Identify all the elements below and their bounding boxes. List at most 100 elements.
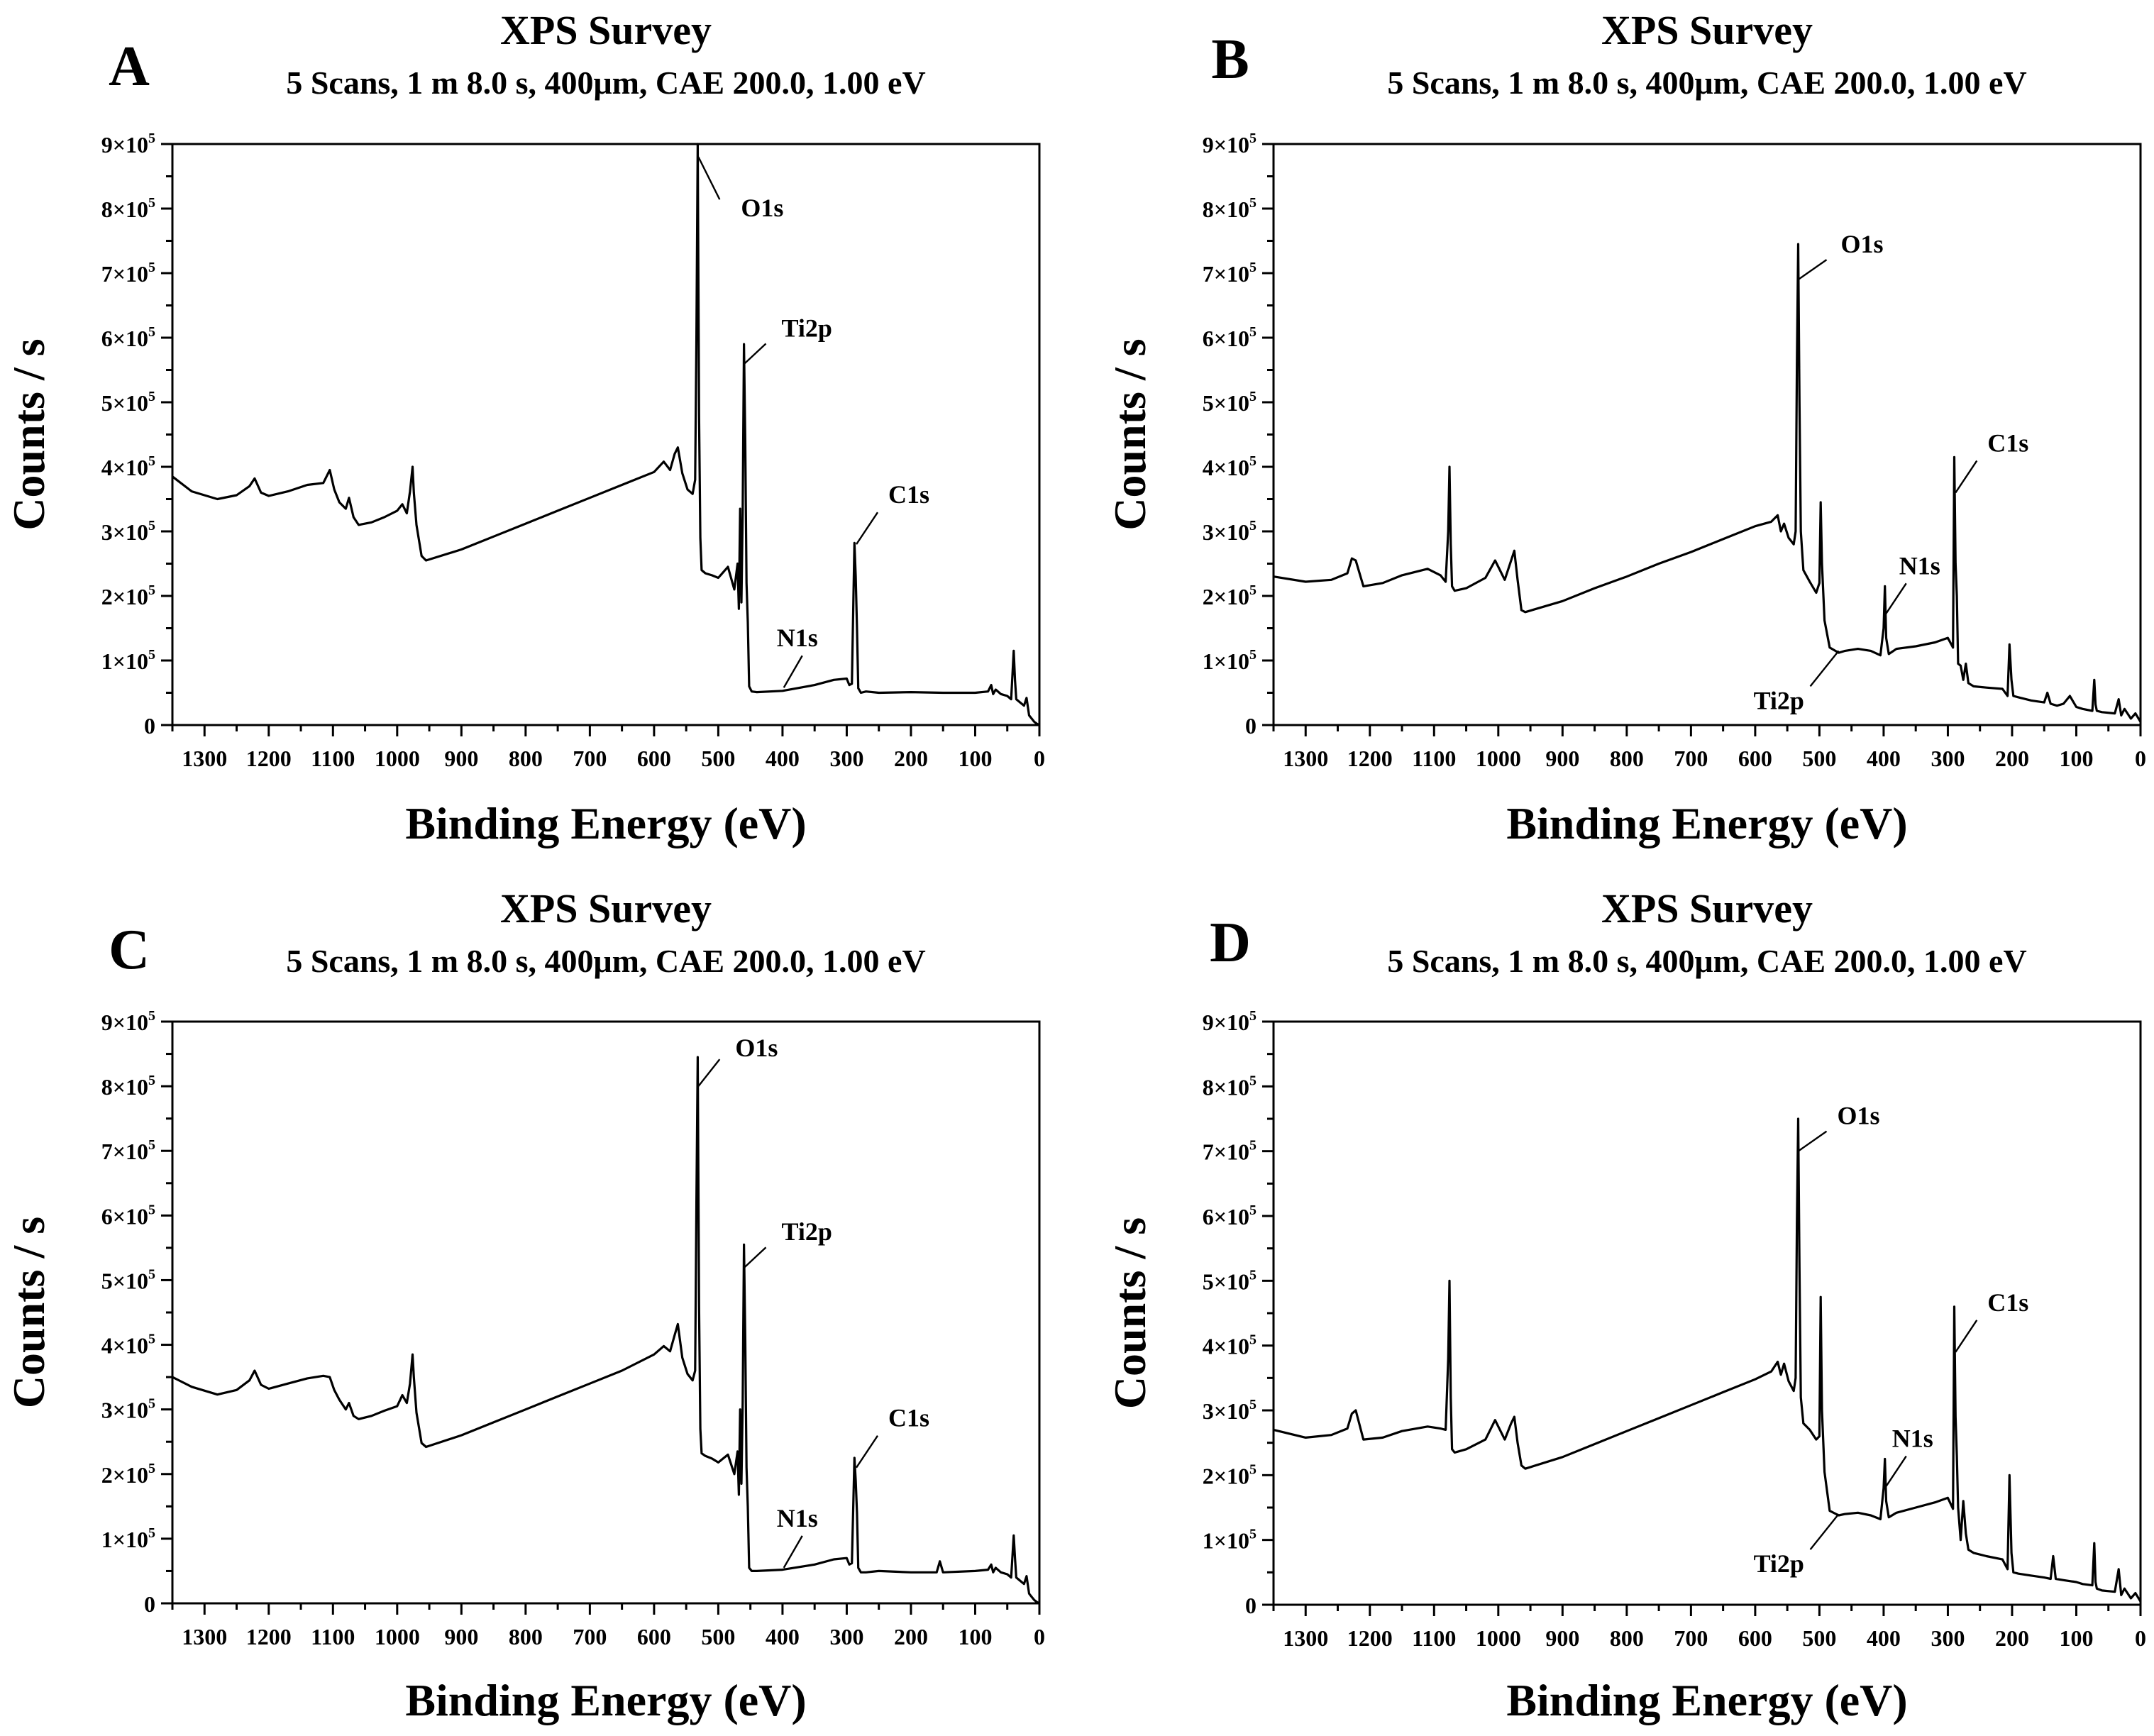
peak-label-c1s: C1s bbox=[1987, 429, 2028, 457]
chart-subtitle: 5 Scans, 1 m 8.0 s, 400μm, CAE 200.0, 1.… bbox=[1387, 943, 2026, 979]
annotation-leader bbox=[1809, 1513, 1840, 1550]
x-tick-label: 100 bbox=[958, 1624, 992, 1649]
annotation-leader bbox=[1955, 1320, 1978, 1353]
peak-label-ti2p: Ti2p bbox=[782, 314, 832, 342]
y-axis-label: Counts / s bbox=[4, 1217, 54, 1408]
annotation-leader bbox=[783, 655, 803, 688]
x-tick-label: 1000 bbox=[375, 746, 420, 771]
annotation-leader bbox=[856, 1435, 879, 1469]
panel-a: A XPS Survey 5 Scans, 1 m 8.0 s, 400μm, CA… bbox=[4, 7, 1045, 848]
spectrum-line bbox=[172, 143, 1040, 726]
y-tick-label: 3×105 bbox=[101, 518, 155, 545]
x-tick-label: 1200 bbox=[1347, 746, 1393, 771]
peak-label-o1s: O1s bbox=[1838, 1102, 1880, 1130]
y-tick-label: 5×105 bbox=[1203, 389, 1256, 416]
plot-frame bbox=[171, 1020, 1041, 1605]
x-tick-label: 200 bbox=[894, 1624, 928, 1649]
y-tick-label: 4×105 bbox=[1203, 453, 1256, 480]
x-axis-label: Binding Energy (eV) bbox=[405, 1675, 806, 1725]
x-tick-label: 300 bbox=[1931, 1625, 1965, 1651]
x-tick-label: 500 bbox=[701, 746, 735, 771]
y-tick-label: 9×105 bbox=[101, 131, 155, 157]
x-tick-label: 0 bbox=[1034, 746, 1045, 771]
peak-label-n1s: N1s bbox=[1892, 1425, 1933, 1453]
chart-subtitle: 5 Scans, 1 m 8.0 s, 400μm, CAE 200.0, 1.… bbox=[1387, 65, 2026, 101]
y-tick-label: 3×105 bbox=[1203, 1397, 1256, 1424]
x-tick-label: 100 bbox=[2059, 746, 2093, 771]
x-tick-label: 300 bbox=[829, 746, 863, 771]
x-tick-label: 900 bbox=[1545, 746, 1579, 771]
peak-label-n1s: N1s bbox=[777, 1504, 818, 1532]
x-tick-label: 900 bbox=[444, 1624, 478, 1649]
peak-label-ti2p: Ti2p bbox=[782, 1217, 832, 1246]
x-tick-label: 1100 bbox=[311, 1624, 355, 1649]
y-tick-label: 7×105 bbox=[1203, 260, 1256, 287]
panel-d: D XPS Survey 5 Scans, 1 m 8.0 s, 400μm, CA… bbox=[1105, 885, 2146, 1725]
annotation-leader bbox=[1797, 259, 1828, 281]
y-axis-label: Counts / s bbox=[4, 338, 54, 530]
x-tick-label: 600 bbox=[637, 746, 671, 771]
x-axis-label: Binding Energy (eV) bbox=[1506, 1675, 1907, 1725]
x-tick-label: 1300 bbox=[1283, 1625, 1328, 1651]
y-tick-label: 8×105 bbox=[101, 1073, 155, 1100]
annotation-leader bbox=[1797, 1130, 1828, 1152]
y-tick-label: 5×105 bbox=[101, 389, 155, 416]
annotation-leader bbox=[856, 512, 879, 545]
peak-label-c1s: C1s bbox=[1987, 1288, 2028, 1317]
y-tick-label: 0 bbox=[1245, 713, 1256, 739]
x-tick-label: 800 bbox=[1610, 1625, 1644, 1651]
y-tick-label: 9×105 bbox=[1203, 1008, 1256, 1035]
y-tick-label: 1×105 bbox=[1203, 647, 1256, 674]
chart-title: XPS Survey bbox=[500, 885, 712, 931]
x-tick-label: 1000 bbox=[375, 1624, 420, 1649]
x-tick-label: 1000 bbox=[1476, 1625, 1521, 1651]
y-tick-label: 1×105 bbox=[101, 1525, 155, 1552]
y-tick-label: 4×105 bbox=[101, 1332, 155, 1359]
y-tick-label: 2×105 bbox=[1203, 582, 1256, 609]
x-tick-label: 500 bbox=[701, 1624, 735, 1649]
x-tick-label: 400 bbox=[766, 1624, 800, 1649]
chart-title: XPS Survey bbox=[500, 7, 712, 53]
x-tick-label: 800 bbox=[1610, 746, 1644, 771]
annotation-leader bbox=[744, 343, 767, 365]
panel-letter: D bbox=[1210, 912, 1251, 974]
x-tick-label: 100 bbox=[2059, 1625, 2093, 1651]
y-tick-label: 7×105 bbox=[1203, 1138, 1256, 1165]
x-tick-label: 600 bbox=[637, 1624, 671, 1649]
x-tick-label: 300 bbox=[829, 1624, 863, 1649]
y-tick-label: 6×105 bbox=[1203, 1203, 1256, 1229]
x-tick-label: 0 bbox=[2135, 746, 2146, 771]
peak-label-ti2p: Ti2p bbox=[1754, 1549, 1804, 1578]
x-tick-label: 600 bbox=[1738, 746, 1772, 771]
y-tick-label: 2×105 bbox=[1203, 1461, 1256, 1488]
y-tick-label: 4×105 bbox=[1203, 1332, 1256, 1359]
peak-label-o1s: O1s bbox=[741, 194, 783, 222]
x-tick-label: 0 bbox=[1034, 1624, 1045, 1649]
x-tick-label: 700 bbox=[573, 746, 607, 771]
x-tick-label: 900 bbox=[444, 746, 478, 771]
y-tick-label: 6×105 bbox=[101, 1202, 155, 1229]
panel-letter: A bbox=[109, 35, 150, 98]
peak-label-c1s: C1s bbox=[888, 1404, 929, 1432]
y-tick-label: 7×105 bbox=[101, 260, 155, 287]
x-tick-label: 200 bbox=[894, 746, 928, 771]
peak-label-o1s: O1s bbox=[735, 1034, 778, 1062]
annotation-leader bbox=[1884, 582, 1907, 616]
x-tick-label: 400 bbox=[766, 746, 800, 771]
x-tick-label: 800 bbox=[509, 746, 543, 771]
y-tick-label: 2×105 bbox=[101, 1461, 155, 1488]
peak-label-ti2p: Ti2p bbox=[1754, 686, 1804, 714]
x-tick-label: 700 bbox=[573, 1624, 607, 1649]
y-tick-label: 0 bbox=[144, 713, 155, 739]
chart-title: XPS Survey bbox=[1601, 885, 1813, 931]
peak-label-o1s: O1s bbox=[1841, 230, 1884, 258]
chart-subtitle: 5 Scans, 1 m 8.0 s, 400μm, CAE 200.0, 1.… bbox=[286, 943, 925, 979]
x-tick-label: 1200 bbox=[1347, 1625, 1393, 1651]
annotation-leader bbox=[1955, 460, 1978, 494]
y-tick-label: 1×105 bbox=[1203, 1527, 1256, 1554]
x-tick-label: 1100 bbox=[311, 746, 355, 771]
y-tick-label: 9×105 bbox=[1203, 131, 1256, 157]
peak-label-n1s: N1s bbox=[777, 624, 818, 652]
x-tick-label: 700 bbox=[1674, 746, 1708, 771]
